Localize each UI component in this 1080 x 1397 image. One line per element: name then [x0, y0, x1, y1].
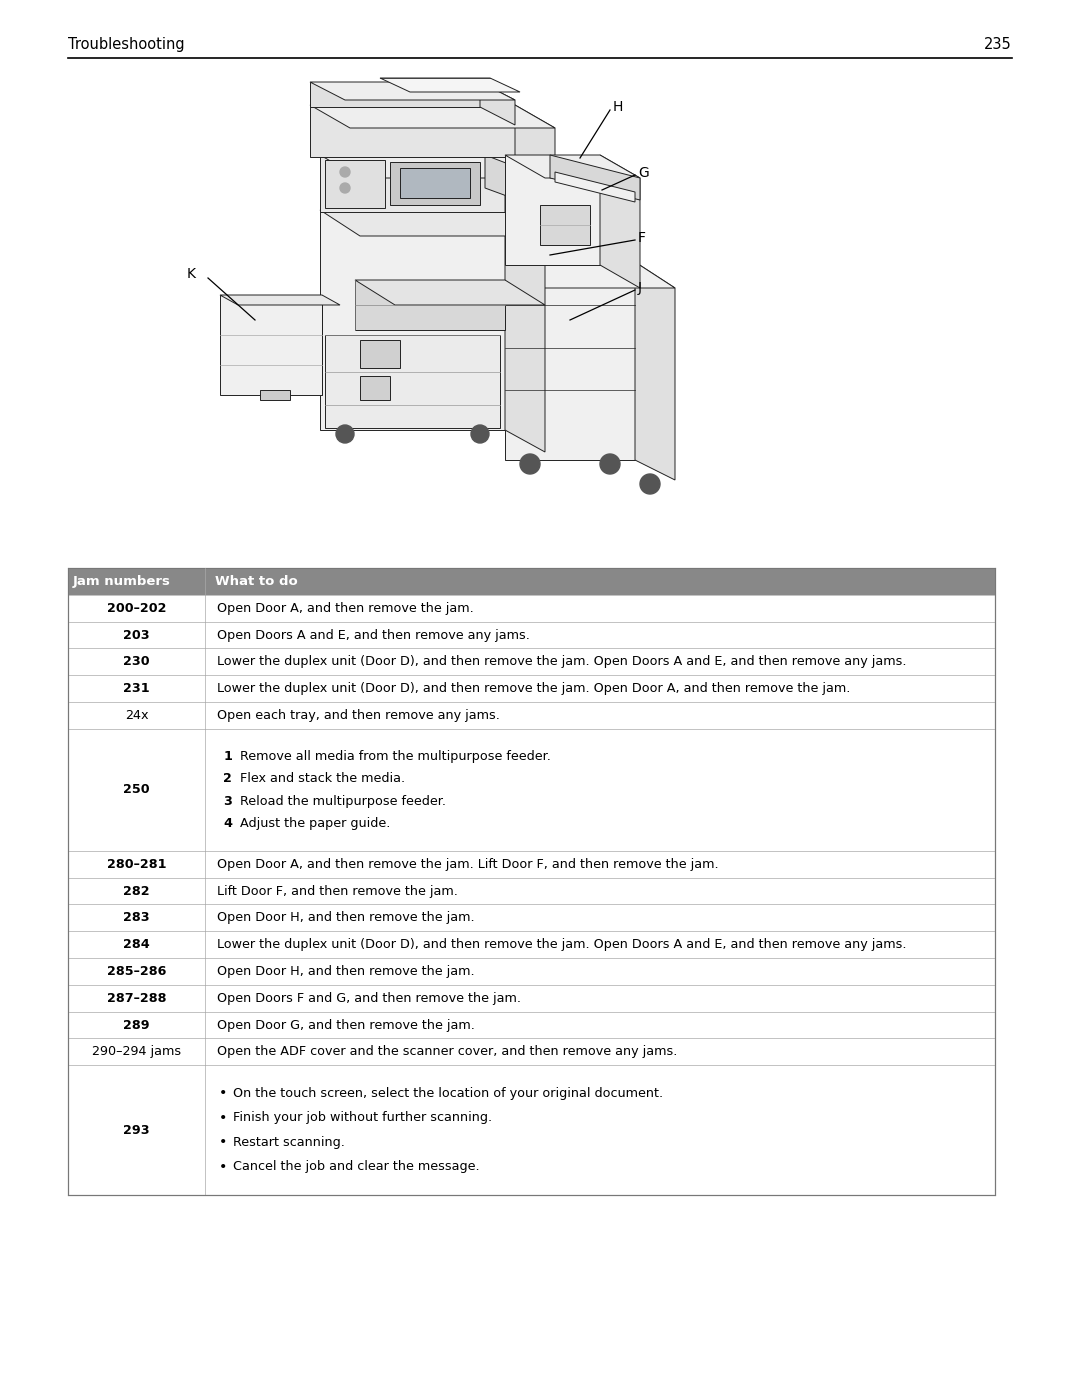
Polygon shape	[390, 162, 480, 205]
Text: 282: 282	[123, 884, 150, 897]
Polygon shape	[220, 295, 322, 395]
Text: Open Door H, and then remove the jam.: Open Door H, and then remove the jam.	[217, 911, 475, 925]
Polygon shape	[320, 210, 505, 430]
Polygon shape	[360, 376, 390, 400]
Text: Lower the duplex unit (Door D), and then remove the jam. Open Door A, and then r: Lower the duplex unit (Door D), and then…	[217, 682, 851, 696]
Polygon shape	[320, 155, 505, 212]
Text: 285–286: 285–286	[107, 965, 166, 978]
Polygon shape	[380, 78, 519, 92]
Text: 250: 250	[123, 784, 150, 796]
Circle shape	[640, 474, 660, 495]
Text: Open Doors F and G, and then remove the jam.: Open Doors F and G, and then remove the …	[217, 992, 522, 1004]
Text: H: H	[613, 101, 623, 115]
Text: •: •	[219, 1111, 228, 1125]
Text: Open Door A, and then remove the jam.: Open Door A, and then remove the jam.	[217, 602, 474, 615]
Text: Open each tray, and then remove any jams.: Open each tray, and then remove any jams…	[217, 708, 500, 722]
Text: Lower the duplex unit (Door D), and then remove the jam. Open Doors A and E, and: Lower the duplex unit (Door D), and then…	[217, 655, 907, 668]
Text: Lower the duplex unit (Door D), and then remove the jam. Open Doors A and E, and: Lower the duplex unit (Door D), and then…	[217, 939, 907, 951]
Text: Adjust the paper guide.: Adjust the paper guide.	[240, 817, 391, 830]
Polygon shape	[540, 205, 590, 244]
Text: Open Doors A and E, and then remove any jams.: Open Doors A and E, and then remove any …	[217, 629, 530, 641]
Text: 231: 231	[123, 682, 150, 696]
Circle shape	[340, 183, 350, 193]
Text: Cancel the job and clear the message.: Cancel the job and clear the message.	[233, 1161, 480, 1173]
Text: Open Door A, and then remove the jam. Lift Door F, and then remove the jam.: Open Door A, and then remove the jam. Li…	[217, 858, 719, 870]
Circle shape	[600, 454, 620, 474]
Text: Open Door H, and then remove the jam.: Open Door H, and then remove the jam.	[217, 965, 475, 978]
Polygon shape	[505, 155, 545, 236]
Polygon shape	[550, 155, 640, 200]
Text: 230: 230	[123, 655, 150, 668]
Text: •: •	[219, 1087, 228, 1101]
Polygon shape	[325, 335, 500, 427]
Text: On the touch screen, select the location of your original document.: On the touch screen, select the location…	[233, 1087, 663, 1099]
Text: 290–294 jams: 290–294 jams	[92, 1045, 181, 1059]
Polygon shape	[310, 82, 515, 101]
Text: 200–202: 200–202	[107, 602, 166, 615]
Text: Lift Door F, and then remove the jam.: Lift Door F, and then remove the jam.	[217, 884, 458, 897]
Text: Reload the multipurpose feeder.: Reload the multipurpose feeder.	[240, 795, 446, 807]
Polygon shape	[485, 155, 545, 210]
Polygon shape	[505, 155, 600, 265]
Polygon shape	[260, 390, 291, 400]
Polygon shape	[635, 263, 675, 481]
Text: 1: 1	[224, 750, 232, 763]
Polygon shape	[355, 279, 545, 305]
Polygon shape	[355, 279, 505, 330]
Polygon shape	[320, 155, 545, 177]
Text: 289: 289	[123, 1018, 150, 1031]
Text: Flex and stack the media.: Flex and stack the media.	[240, 773, 405, 785]
Circle shape	[471, 425, 489, 443]
Circle shape	[519, 454, 540, 474]
Polygon shape	[505, 210, 545, 453]
Text: •: •	[219, 1160, 228, 1173]
Polygon shape	[600, 155, 640, 288]
Circle shape	[336, 425, 354, 443]
Text: 293: 293	[123, 1123, 150, 1137]
Polygon shape	[505, 263, 635, 460]
Text: •: •	[219, 1136, 228, 1150]
Polygon shape	[400, 168, 470, 198]
Text: 4: 4	[224, 817, 232, 830]
Polygon shape	[220, 295, 340, 305]
Polygon shape	[505, 263, 675, 288]
Text: 24x: 24x	[125, 708, 148, 722]
Circle shape	[340, 168, 350, 177]
Text: 283: 283	[123, 911, 150, 925]
Polygon shape	[360, 339, 400, 367]
Text: G: G	[638, 166, 649, 180]
Text: 203: 203	[123, 629, 150, 641]
Polygon shape	[515, 105, 555, 177]
Text: Jam numbers: Jam numbers	[73, 576, 171, 588]
Text: 284: 284	[123, 939, 150, 951]
Polygon shape	[310, 105, 555, 129]
Text: Open the ADF cover and the scanner cover, and then remove any jams.: Open the ADF cover and the scanner cover…	[217, 1045, 677, 1059]
Bar	[68, 569, 995, 595]
Bar	[68, 569, 995, 1196]
Text: Open Door G, and then remove the jam.: Open Door G, and then remove the jam.	[217, 1018, 475, 1031]
Text: Remove all media from the multipurpose feeder.: Remove all media from the multipurpose f…	[240, 750, 551, 763]
Text: 3: 3	[224, 795, 232, 807]
Text: 2: 2	[224, 773, 232, 785]
Text: Restart scanning.: Restart scanning.	[233, 1136, 346, 1148]
Polygon shape	[505, 155, 640, 177]
Polygon shape	[480, 82, 515, 124]
Text: Finish your job without further scanning.: Finish your job without further scanning…	[233, 1112, 492, 1125]
Polygon shape	[320, 210, 545, 236]
Polygon shape	[310, 105, 515, 156]
Text: 280–281: 280–281	[107, 858, 166, 870]
Polygon shape	[310, 82, 480, 108]
Text: 235: 235	[984, 36, 1012, 52]
Polygon shape	[325, 161, 384, 208]
Text: Troubleshooting: Troubleshooting	[68, 36, 185, 52]
Text: F: F	[638, 231, 646, 244]
Text: What to do: What to do	[215, 576, 298, 588]
Polygon shape	[555, 172, 635, 203]
Text: K: K	[187, 267, 195, 281]
Text: J: J	[638, 281, 642, 295]
Text: 287–288: 287–288	[107, 992, 166, 1004]
